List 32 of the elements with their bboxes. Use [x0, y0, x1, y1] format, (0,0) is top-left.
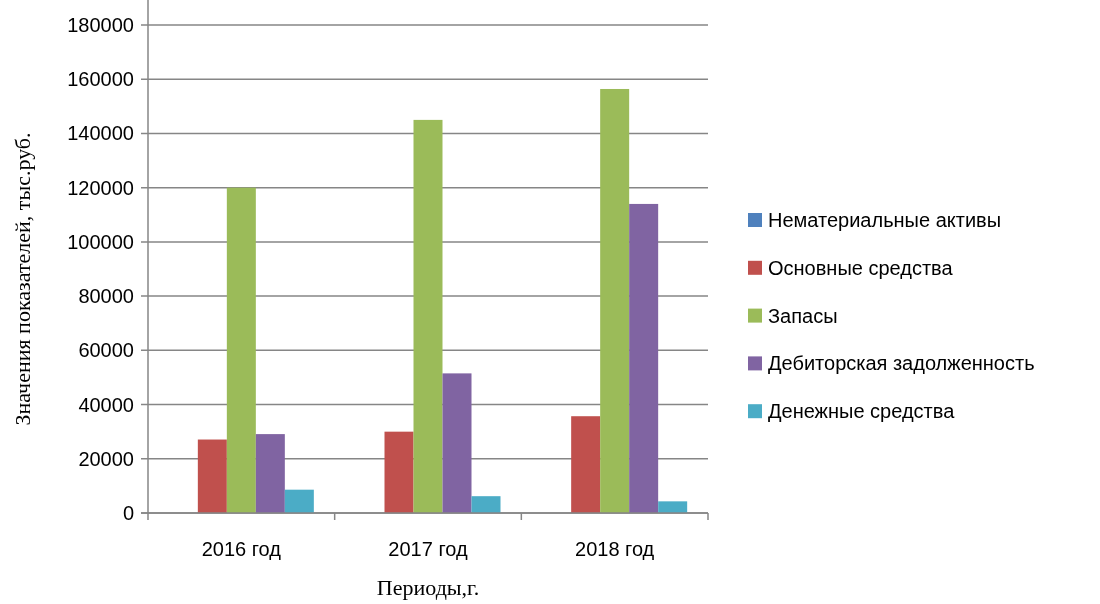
bar — [255, 434, 285, 513]
y-tick-label: 0 — [122, 502, 134, 524]
y-tick-label: 140000 — [67, 122, 134, 145]
bar — [571, 416, 601, 513]
y-tick-label: 40000 — [78, 393, 134, 416]
bar — [629, 203, 659, 513]
y-tick-label: 180000 — [67, 14, 134, 36]
bar — [226, 187, 256, 513]
legend-label: Запасы — [768, 304, 838, 327]
bar — [197, 439, 227, 513]
y-tick-label: 100000 — [67, 230, 134, 253]
legend-label: Нематериальные активы — [768, 209, 1002, 231]
y-axis-title: Значения показателей, тыс.руб. — [10, 132, 35, 426]
y-tick-label: 20000 — [78, 447, 134, 470]
y-tick-label: 160000 — [67, 68, 134, 91]
bar — [413, 119, 443, 513]
x-axis-title: Периоды,г. — [376, 575, 480, 600]
x-tick-label: 2017 год — [388, 538, 468, 560]
legend-label: Основные средства — [768, 256, 954, 279]
y-tick-label: 120000 — [67, 176, 134, 199]
y-tick-label: 60000 — [78, 339, 134, 362]
x-tick-label: 2016 год — [201, 538, 282, 560]
bar — [471, 496, 501, 513]
bar — [442, 373, 472, 513]
bar — [600, 88, 630, 513]
bar — [284, 489, 314, 513]
bar — [658, 501, 688, 513]
bar — [384, 431, 414, 513]
x-tick-label: 2018 год — [575, 538, 655, 560]
y-tick-label: 80000 — [78, 285, 134, 308]
legend-label: Дебиторская задолженность — [768, 352, 1035, 375]
legend-label: Денежные средства — [768, 400, 956, 423]
